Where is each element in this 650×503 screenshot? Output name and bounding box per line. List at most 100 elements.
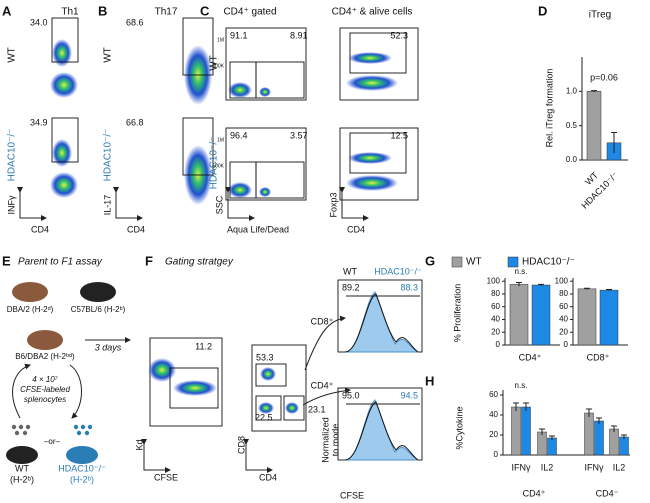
cell-population	[346, 75, 398, 91]
panel-label: C	[200, 3, 210, 18]
panel-title: CD4⁺ & alive cells	[332, 7, 413, 18]
y-tick-label: 40	[559, 315, 568, 324]
legend-swatch	[451, 256, 463, 268]
bar	[531, 284, 551, 346]
error-bar	[538, 283, 544, 286]
cell-population	[259, 187, 271, 197]
error-bar	[606, 288, 612, 291]
panel-title: Th17	[155, 7, 178, 18]
plot-frame	[225, 127, 307, 201]
gate-value: 11.2	[195, 341, 212, 351]
gate-value: 12.5	[390, 130, 408, 140]
error-bar	[621, 434, 627, 439]
gate	[51, 117, 79, 163]
cell-population	[259, 87, 271, 97]
gate	[255, 161, 305, 199]
gate	[349, 132, 407, 174]
error-bar	[516, 281, 522, 287]
error-bar	[523, 402, 529, 411]
error-bar	[586, 408, 592, 417]
bar	[584, 412, 594, 456]
duration: 3 days	[95, 342, 122, 352]
annotation: n.s.	[515, 267, 528, 276]
axis-label: Foxp3	[328, 192, 338, 217]
bar	[537, 431, 547, 456]
cell-population	[173, 380, 217, 396]
axis-arrow	[243, 439, 273, 473]
gate	[169, 367, 219, 409]
cell-note: 4 × 10⁷	[32, 375, 58, 384]
bar	[511, 406, 521, 456]
x-tick-label: IFNγ	[512, 462, 531, 472]
x-tick-label: IFNγ	[585, 462, 604, 472]
decor	[6, 282, 351, 464]
axis-arrow	[113, 187, 143, 221]
bar	[609, 428, 619, 456]
gate	[51, 17, 79, 63]
legend-label: HDAC10⁻/⁻	[522, 257, 575, 268]
population-label: CD4⁺	[311, 380, 334, 390]
donor-label: HDAC10⁻/⁻	[58, 463, 106, 473]
plot-frame	[225, 27, 307, 101]
gate	[182, 117, 214, 176]
bar	[594, 420, 604, 456]
population-label: CD8⁺	[311, 316, 334, 326]
axis-arrow	[141, 439, 171, 473]
or-label: –or–	[44, 437, 61, 446]
gate-value: 95.0	[342, 390, 360, 400]
cell-population	[260, 367, 276, 381]
cell-population	[285, 402, 299, 414]
y-axis-label: %Cytokine	[454, 406, 464, 449]
axis-label: INFγ	[6, 195, 16, 214]
y-tick-label: 0	[494, 450, 499, 459]
y-tick-label: 1.0	[566, 86, 578, 95]
gate-value: 89.2	[342, 282, 360, 292]
gate	[349, 32, 407, 74]
y-tick-label: 100	[555, 276, 569, 285]
error-bar	[513, 402, 519, 411]
gate-value: 88.3	[400, 282, 418, 292]
cell-population	[228, 82, 252, 98]
donor-label: WT	[15, 463, 29, 473]
x-tick-label: IL2	[541, 462, 554, 472]
legend-label: HDAC10⁻/⁻	[374, 266, 422, 276]
gate-value: 8.91	[290, 30, 308, 40]
gate	[255, 61, 305, 99]
panel-title: Gating stratgey	[165, 257, 234, 268]
error-bar	[611, 425, 617, 432]
cell-population	[348, 152, 392, 164]
y-tick-label: 0	[496, 340, 501, 349]
panel-label: F	[145, 253, 153, 268]
y-axis-label: % Proliferation	[452, 284, 462, 343]
error-bar	[539, 428, 545, 435]
y-tick-label: 80	[491, 289, 500, 298]
group-label: CD4⁻	[596, 488, 619, 498]
y-tick-label: 20	[489, 430, 498, 439]
error-bar	[591, 90, 597, 93]
bar	[577, 288, 597, 346]
x-tick-label: CD8⁺	[587, 352, 610, 362]
plot-frame	[149, 337, 223, 427]
cell-population	[52, 139, 72, 167]
gate-value: 53.3	[256, 352, 274, 362]
panel-title: CD4⁺ gated	[223, 7, 276, 18]
histogram-wt	[344, 293, 419, 353]
y-tick-label: 0.0	[566, 155, 578, 164]
bar	[509, 284, 529, 346]
cell-population	[348, 52, 392, 64]
cell-population	[148, 358, 176, 382]
axis-label: to mode	[330, 424, 340, 457]
gate-value: 94.5	[400, 390, 418, 400]
gate-value: 66.8	[126, 117, 144, 127]
legend-label: WT	[466, 257, 482, 268]
legend-label: WT	[343, 266, 357, 276]
y-tick-label: 60	[489, 390, 498, 399]
cell-population	[258, 402, 274, 414]
y-axis-label: Rel. iTreg formation	[544, 69, 554, 148]
axis-label: CFSE	[340, 490, 364, 500]
bar	[521, 406, 531, 456]
axis-arrow	[17, 187, 47, 221]
gate-value: 22.5	[255, 412, 273, 422]
tick-label: 1M	[217, 37, 224, 43]
cell-note: CFSE-labeled	[20, 385, 70, 394]
